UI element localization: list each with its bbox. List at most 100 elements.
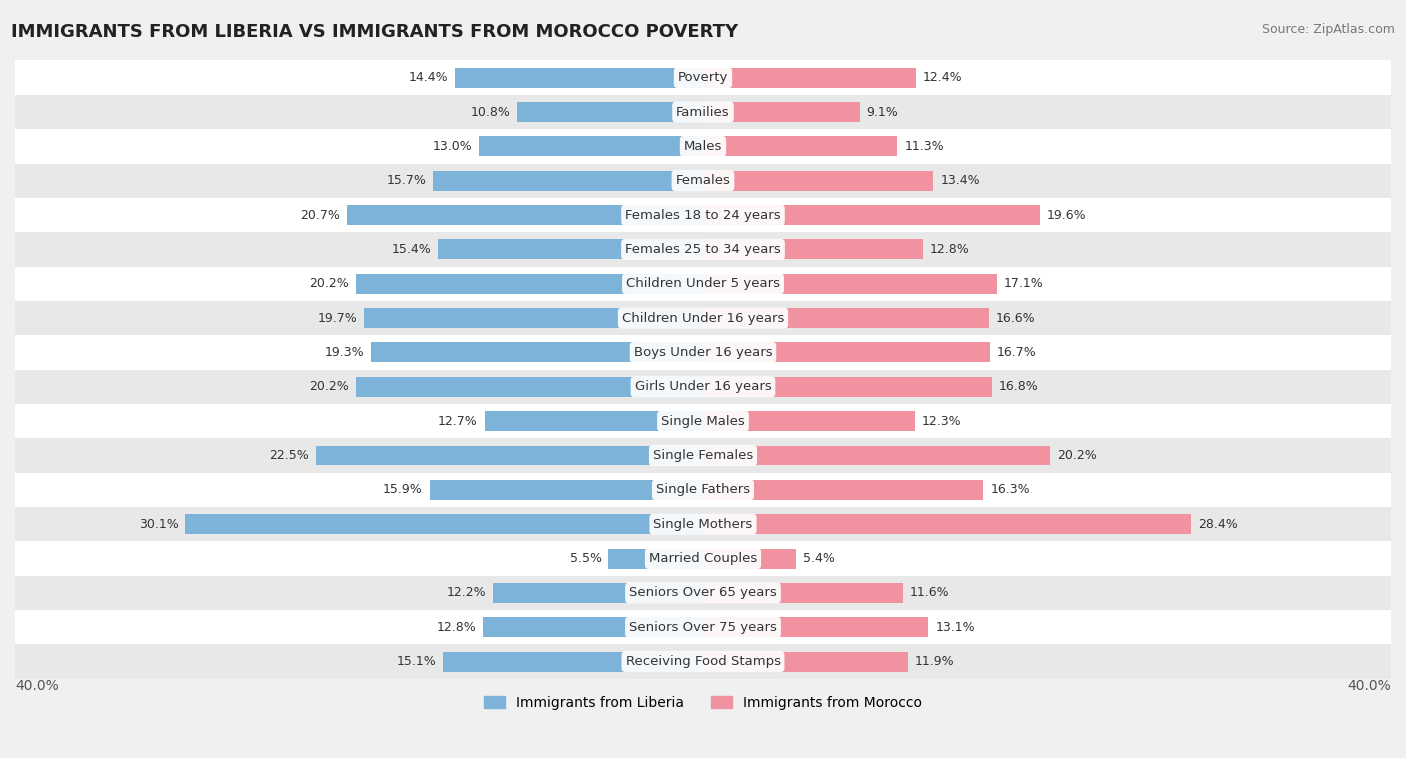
Text: 13.1%: 13.1% bbox=[935, 621, 974, 634]
Bar bbox=[703, 240, 924, 259]
Text: 28.4%: 28.4% bbox=[1198, 518, 1239, 531]
Bar bbox=[15, 438, 1391, 473]
Text: 40.0%: 40.0% bbox=[1347, 678, 1391, 693]
Bar bbox=[433, 171, 703, 191]
Text: 12.8%: 12.8% bbox=[436, 621, 477, 634]
Bar bbox=[186, 514, 703, 534]
Text: 16.8%: 16.8% bbox=[998, 381, 1039, 393]
Bar bbox=[703, 549, 796, 568]
Bar bbox=[15, 95, 1391, 129]
Bar bbox=[703, 617, 928, 637]
Bar bbox=[703, 514, 1191, 534]
Text: 11.3%: 11.3% bbox=[904, 140, 943, 153]
Text: Source: ZipAtlas.com: Source: ZipAtlas.com bbox=[1261, 23, 1395, 36]
Text: 9.1%: 9.1% bbox=[866, 105, 898, 118]
Bar bbox=[703, 652, 908, 672]
Bar bbox=[15, 473, 1391, 507]
Text: Girls Under 16 years: Girls Under 16 years bbox=[634, 381, 772, 393]
Bar bbox=[456, 67, 703, 88]
Bar bbox=[703, 411, 914, 431]
Text: 5.4%: 5.4% bbox=[803, 552, 835, 565]
Bar bbox=[15, 301, 1391, 335]
Text: 12.4%: 12.4% bbox=[924, 71, 963, 84]
Bar bbox=[15, 404, 1391, 438]
Text: 20.2%: 20.2% bbox=[1057, 449, 1097, 462]
Text: Poverty: Poverty bbox=[678, 71, 728, 84]
Bar bbox=[15, 164, 1391, 198]
Bar bbox=[356, 377, 703, 396]
Bar bbox=[703, 343, 990, 362]
Text: 11.6%: 11.6% bbox=[910, 587, 949, 600]
Text: 13.4%: 13.4% bbox=[941, 174, 980, 187]
Bar bbox=[15, 644, 1391, 678]
Text: 30.1%: 30.1% bbox=[139, 518, 179, 531]
Bar bbox=[364, 309, 703, 328]
Text: Receiving Food Stamps: Receiving Food Stamps bbox=[626, 655, 780, 668]
Text: Boys Under 16 years: Boys Under 16 years bbox=[634, 346, 772, 359]
Bar bbox=[703, 67, 917, 88]
Text: 14.4%: 14.4% bbox=[409, 71, 449, 84]
Text: Females: Females bbox=[675, 174, 731, 187]
Bar bbox=[482, 617, 703, 637]
Text: Seniors Over 65 years: Seniors Over 65 years bbox=[628, 587, 778, 600]
Text: Males: Males bbox=[683, 140, 723, 153]
Text: 15.9%: 15.9% bbox=[382, 484, 423, 496]
Bar bbox=[347, 205, 703, 225]
Bar bbox=[371, 343, 703, 362]
Text: 22.5%: 22.5% bbox=[270, 449, 309, 462]
Text: 12.8%: 12.8% bbox=[929, 243, 970, 256]
Text: 16.3%: 16.3% bbox=[990, 484, 1029, 496]
Text: 20.2%: 20.2% bbox=[309, 277, 349, 290]
Bar bbox=[479, 136, 703, 156]
Text: 16.6%: 16.6% bbox=[995, 312, 1035, 324]
Text: 19.6%: 19.6% bbox=[1047, 208, 1087, 221]
Bar bbox=[15, 610, 1391, 644]
Text: 12.2%: 12.2% bbox=[447, 587, 486, 600]
Bar bbox=[15, 232, 1391, 267]
Bar bbox=[356, 274, 703, 293]
Text: Single Males: Single Males bbox=[661, 415, 745, 428]
Text: 20.2%: 20.2% bbox=[309, 381, 349, 393]
Bar bbox=[15, 507, 1391, 541]
Text: 15.7%: 15.7% bbox=[387, 174, 426, 187]
Text: Single Mothers: Single Mothers bbox=[654, 518, 752, 531]
Bar bbox=[494, 583, 703, 603]
Bar bbox=[15, 541, 1391, 576]
Bar bbox=[15, 370, 1391, 404]
Bar bbox=[517, 102, 703, 122]
Bar bbox=[703, 446, 1050, 465]
Text: 15.4%: 15.4% bbox=[391, 243, 432, 256]
Text: 13.0%: 13.0% bbox=[433, 140, 472, 153]
Text: Children Under 5 years: Children Under 5 years bbox=[626, 277, 780, 290]
Legend: Immigrants from Liberia, Immigrants from Morocco: Immigrants from Liberia, Immigrants from… bbox=[478, 690, 928, 715]
Text: 12.3%: 12.3% bbox=[921, 415, 962, 428]
Text: Seniors Over 75 years: Seniors Over 75 years bbox=[628, 621, 778, 634]
Text: 15.1%: 15.1% bbox=[396, 655, 436, 668]
Text: 17.1%: 17.1% bbox=[1004, 277, 1043, 290]
Text: 5.5%: 5.5% bbox=[569, 552, 602, 565]
Text: 11.9%: 11.9% bbox=[914, 655, 955, 668]
Bar bbox=[15, 198, 1391, 232]
Bar bbox=[609, 549, 703, 568]
Bar bbox=[703, 480, 983, 500]
Bar bbox=[15, 576, 1391, 610]
Text: 10.8%: 10.8% bbox=[471, 105, 510, 118]
Text: Single Fathers: Single Fathers bbox=[657, 484, 749, 496]
Bar bbox=[703, 309, 988, 328]
Bar bbox=[15, 129, 1391, 164]
Bar bbox=[703, 583, 903, 603]
Bar bbox=[439, 240, 703, 259]
Bar bbox=[485, 411, 703, 431]
Text: Single Females: Single Females bbox=[652, 449, 754, 462]
Bar bbox=[703, 102, 859, 122]
Bar bbox=[703, 136, 897, 156]
Text: Families: Families bbox=[676, 105, 730, 118]
Bar bbox=[703, 205, 1040, 225]
Bar bbox=[15, 335, 1391, 370]
Bar bbox=[703, 274, 997, 293]
Bar bbox=[703, 171, 934, 191]
Text: Females 25 to 34 years: Females 25 to 34 years bbox=[626, 243, 780, 256]
Text: 40.0%: 40.0% bbox=[15, 678, 59, 693]
Bar bbox=[15, 267, 1391, 301]
Text: Children Under 16 years: Children Under 16 years bbox=[621, 312, 785, 324]
